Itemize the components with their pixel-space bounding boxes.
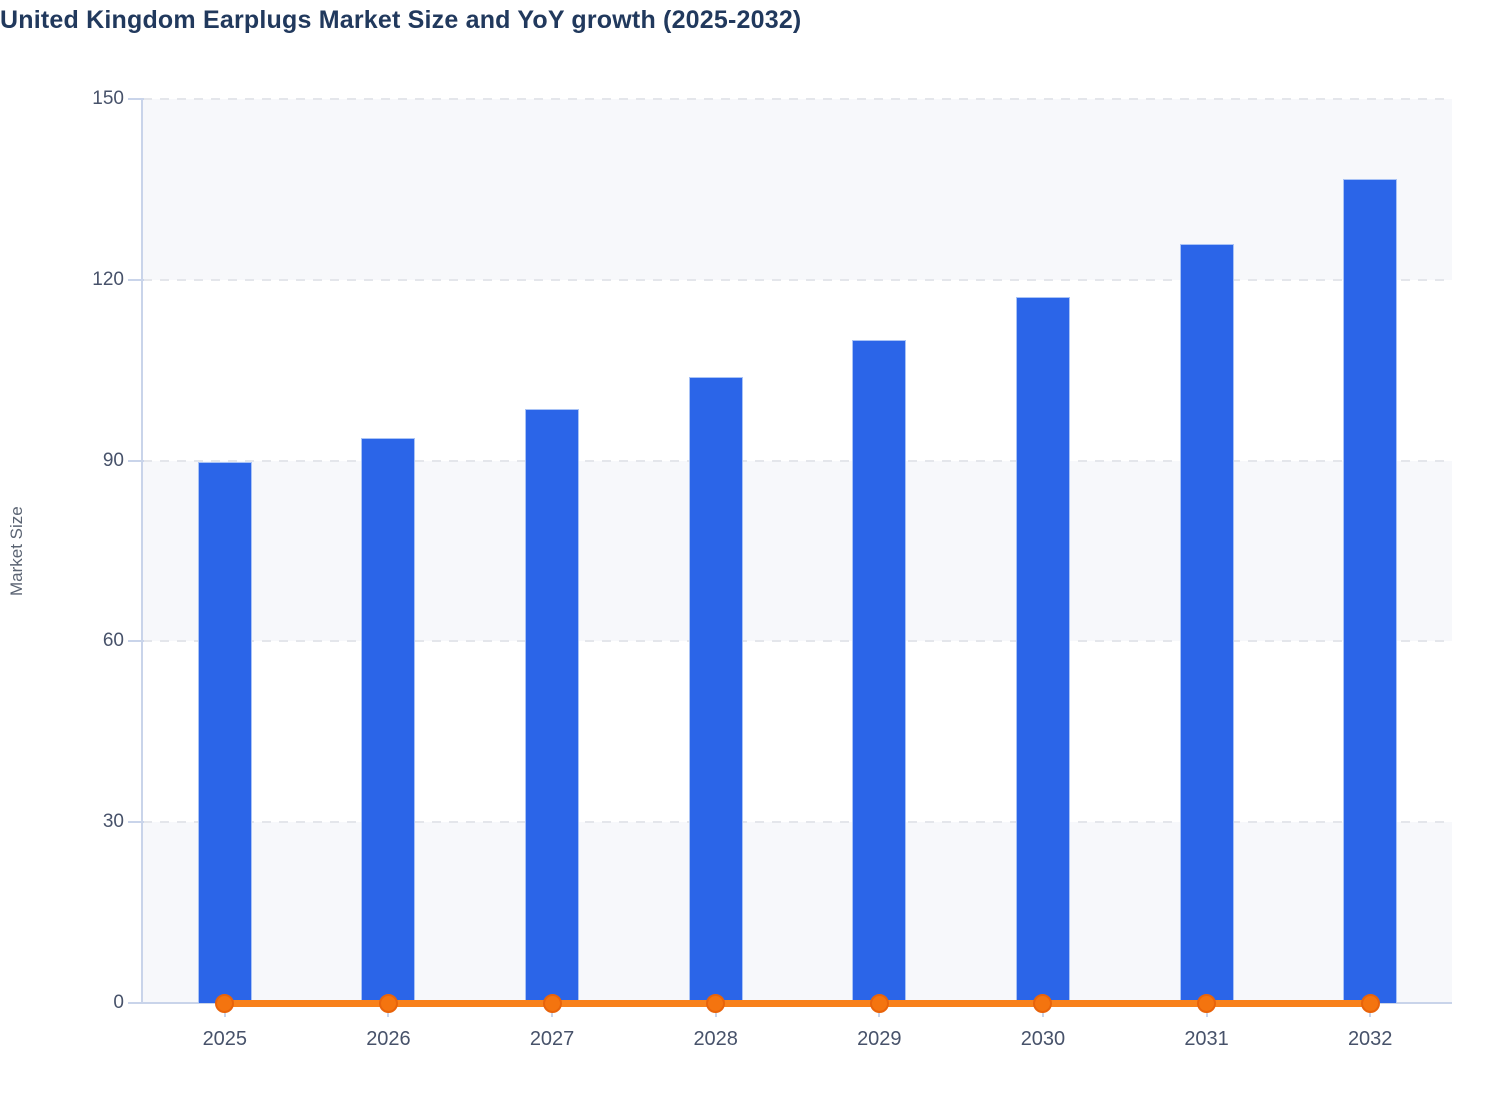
plot-band bbox=[143, 641, 1452, 823]
x-axis-tick-label: 2025 bbox=[202, 1028, 248, 1050]
x-axis-tick-label: 2026 bbox=[366, 1028, 411, 1050]
plot-band bbox=[143, 460, 1452, 642]
yoy-growth-marker-2030[interactable] bbox=[1033, 993, 1053, 1013]
y-axis-tick-mark bbox=[128, 459, 144, 462]
bar-2027[interactable] bbox=[525, 409, 580, 1003]
x-axis-tick-label: 2032 bbox=[1347, 1028, 1393, 1050]
y-axis-line bbox=[141, 99, 143, 1003]
bar-2029[interactable] bbox=[852, 340, 907, 1003]
yoy-growth-line bbox=[224, 999, 1371, 1007]
y-axis-tick-mark bbox=[128, 821, 144, 824]
x-axis-tick-label: 2031 bbox=[1184, 1028, 1229, 1050]
bar-2025[interactable] bbox=[197, 462, 252, 1003]
yoy-growth-marker-2032[interactable] bbox=[1360, 993, 1380, 1013]
y-axis-tick-label: 150 bbox=[92, 88, 124, 109]
yoy-growth-marker-2025[interactable] bbox=[215, 993, 235, 1013]
yoy-growth-marker-2028[interactable] bbox=[706, 993, 726, 1013]
x-axis-tick-label: 2027 bbox=[529, 1028, 575, 1050]
bar-2026[interactable] bbox=[361, 437, 416, 1003]
gridline bbox=[143, 821, 1452, 824]
yoy-growth-marker-2031[interactable] bbox=[1197, 993, 1217, 1013]
gridline bbox=[143, 278, 1452, 281]
plot-band bbox=[143, 99, 1452, 280]
plot-band bbox=[143, 279, 1452, 461]
bar-2028[interactable] bbox=[688, 377, 743, 1003]
yoy-growth-marker-2029[interactable] bbox=[869, 993, 889, 1013]
y-axis-tick-mark bbox=[128, 278, 144, 281]
gridline bbox=[143, 98, 1452, 100]
x-axis-tick-label: 2030 bbox=[1020, 1028, 1066, 1050]
y-axis-tick-mark bbox=[128, 98, 144, 100]
x-axis-tick-label: 2028 bbox=[693, 1028, 738, 1050]
y-axis-tick-label: 90 bbox=[102, 449, 124, 471]
bar-2031[interactable] bbox=[1179, 243, 1234, 1003]
chart-title: United Kingdom Earplugs Market Size and … bbox=[0, 6, 802, 34]
bar-2030[interactable] bbox=[1015, 296, 1070, 1003]
x-axis-tick-label: 2029 bbox=[857, 1028, 902, 1050]
y-axis-tick-label: 30 bbox=[102, 811, 124, 833]
yoy-growth-marker-2026[interactable] bbox=[378, 993, 398, 1013]
plot-band bbox=[143, 822, 1452, 1003]
y-axis-tick-label: 120 bbox=[92, 268, 124, 290]
y-axis-tick-mark bbox=[128, 640, 144, 643]
yoy-growth-marker-2027[interactable] bbox=[542, 993, 562, 1013]
gridline bbox=[143, 640, 1452, 643]
y-axis-tick-label: 60 bbox=[102, 630, 124, 652]
y-axis-tick-label: 0 bbox=[113, 992, 124, 1013]
gridline bbox=[143, 459, 1452, 462]
y-axis-tick-mark bbox=[128, 1002, 144, 1004]
bar-2032[interactable] bbox=[1343, 178, 1398, 1003]
